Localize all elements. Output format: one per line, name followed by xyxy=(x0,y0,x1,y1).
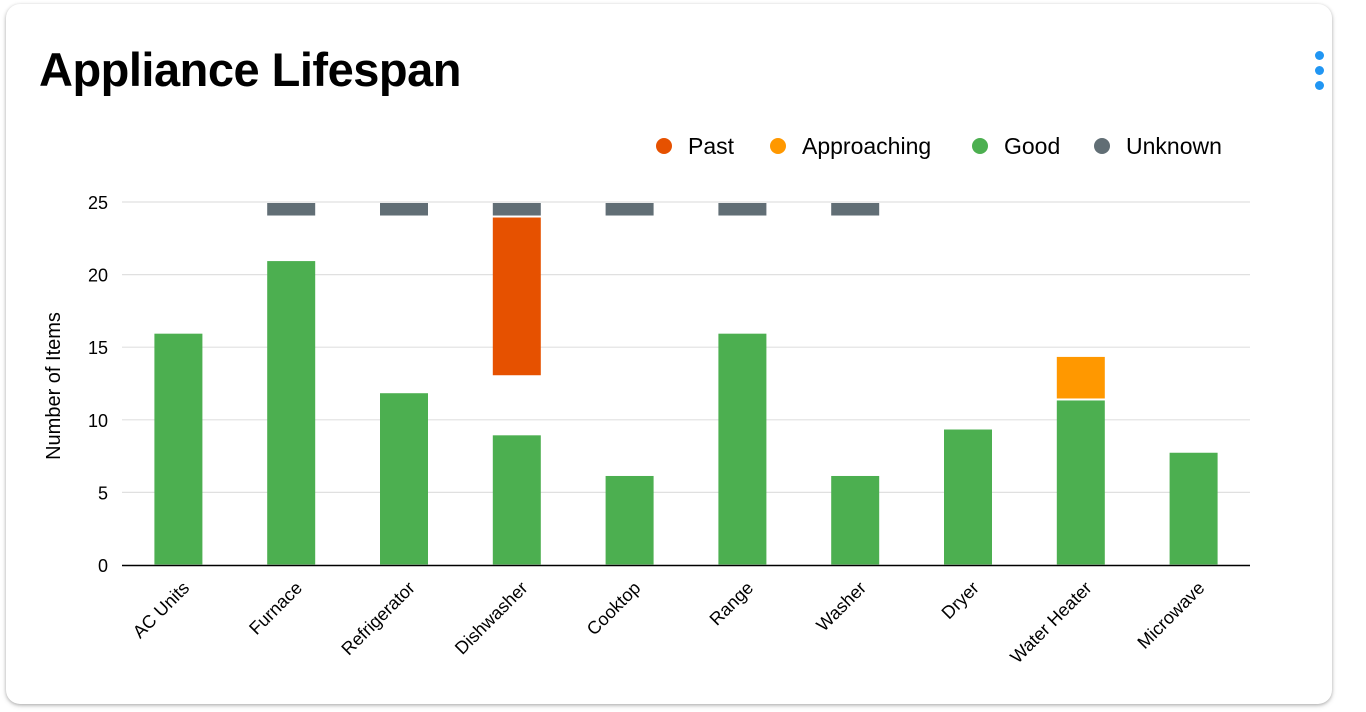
more-vert-icon-dot-middle xyxy=(1315,66,1324,75)
y-axis-ticks: 0 5 10 15 20 25 xyxy=(88,193,108,576)
bar-good-dryer[interactable] xyxy=(944,429,992,565)
more-vert-icon-dot-bottom xyxy=(1315,81,1324,90)
bar-unknown-dishwasher[interactable] xyxy=(492,203,541,216)
bar-good-cooktop[interactable] xyxy=(605,475,654,565)
bar-good-water-heater[interactable] xyxy=(1056,400,1105,565)
legend-marker-past xyxy=(656,138,672,154)
y-tick-label: 0 xyxy=(98,556,108,576)
bar-good-furnace[interactable] xyxy=(267,261,316,565)
x-tick-label: Cooktop xyxy=(583,578,645,640)
legend: Past Approaching Good Unknown xyxy=(656,133,1222,159)
more-vert-icon-dot-top xyxy=(1315,51,1324,60)
x-tick-label: Range xyxy=(706,578,758,630)
appliance-lifespan-card: Appliance Lifespan xyxy=(6,4,1332,704)
y-tick-label: 5 xyxy=(98,483,108,503)
y-tick-label: 15 xyxy=(88,338,108,358)
bar-approaching-water-heater[interactable] xyxy=(1056,356,1105,399)
bar-good-dishwasher[interactable] xyxy=(492,435,541,565)
y-axis-label: Number of Items xyxy=(43,312,65,460)
x-tick-label: Microwave xyxy=(1133,578,1208,653)
x-tick-label: Washer xyxy=(812,578,870,636)
bar-good-ac-units[interactable] xyxy=(154,333,203,565)
bars xyxy=(154,203,1218,565)
bar-good-refrigerator[interactable] xyxy=(380,393,428,565)
bar-good-range[interactable] xyxy=(718,333,767,565)
x-tick-label: Furnace xyxy=(245,578,306,639)
x-tick-label: AC Units xyxy=(129,578,193,642)
legend-marker-good xyxy=(972,138,988,154)
legend-label-good[interactable]: Good xyxy=(1004,133,1060,159)
legend-label-approaching[interactable]: Approaching xyxy=(802,133,931,159)
bar-good-microwave[interactable] xyxy=(1169,452,1218,565)
bar-past-dishwasher[interactable] xyxy=(492,217,541,376)
x-axis-ticks: AC Units Furnace Refrigerator Dishwasher Coo… xyxy=(129,578,1209,667)
y-tick-label: 10 xyxy=(88,411,108,431)
y-tick-label: 20 xyxy=(88,266,108,286)
legend-label-past[interactable]: Past xyxy=(688,133,735,159)
legend-marker-unknown xyxy=(1094,138,1110,154)
more-options-button[interactable] xyxy=(1306,48,1334,94)
bar-unknown-furnace[interactable] xyxy=(267,203,316,216)
y-tick-label: 25 xyxy=(88,193,108,213)
card-title: Appliance Lifespan xyxy=(39,43,461,96)
bar-unknown-washer[interactable] xyxy=(831,203,880,216)
bar-unknown-cooktop[interactable] xyxy=(605,203,654,216)
legend-marker-approaching xyxy=(770,138,786,154)
x-tick-label: Refrigerator xyxy=(337,578,418,659)
bar-good-washer[interactable] xyxy=(831,475,880,565)
bar-unknown-refrigerator[interactable] xyxy=(380,203,428,216)
legend-label-unknown[interactable]: Unknown xyxy=(1126,133,1222,159)
bar-unknown-range[interactable] xyxy=(718,203,767,216)
x-tick-label: Dishwasher xyxy=(451,578,532,659)
x-tick-label: Water Heater xyxy=(1006,578,1095,667)
x-tick-label: Dryer xyxy=(938,578,983,623)
